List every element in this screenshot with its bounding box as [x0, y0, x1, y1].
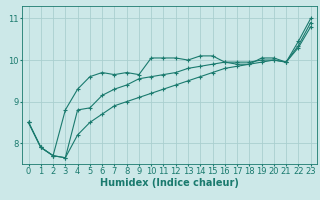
X-axis label: Humidex (Indice chaleur): Humidex (Indice chaleur): [100, 178, 239, 188]
